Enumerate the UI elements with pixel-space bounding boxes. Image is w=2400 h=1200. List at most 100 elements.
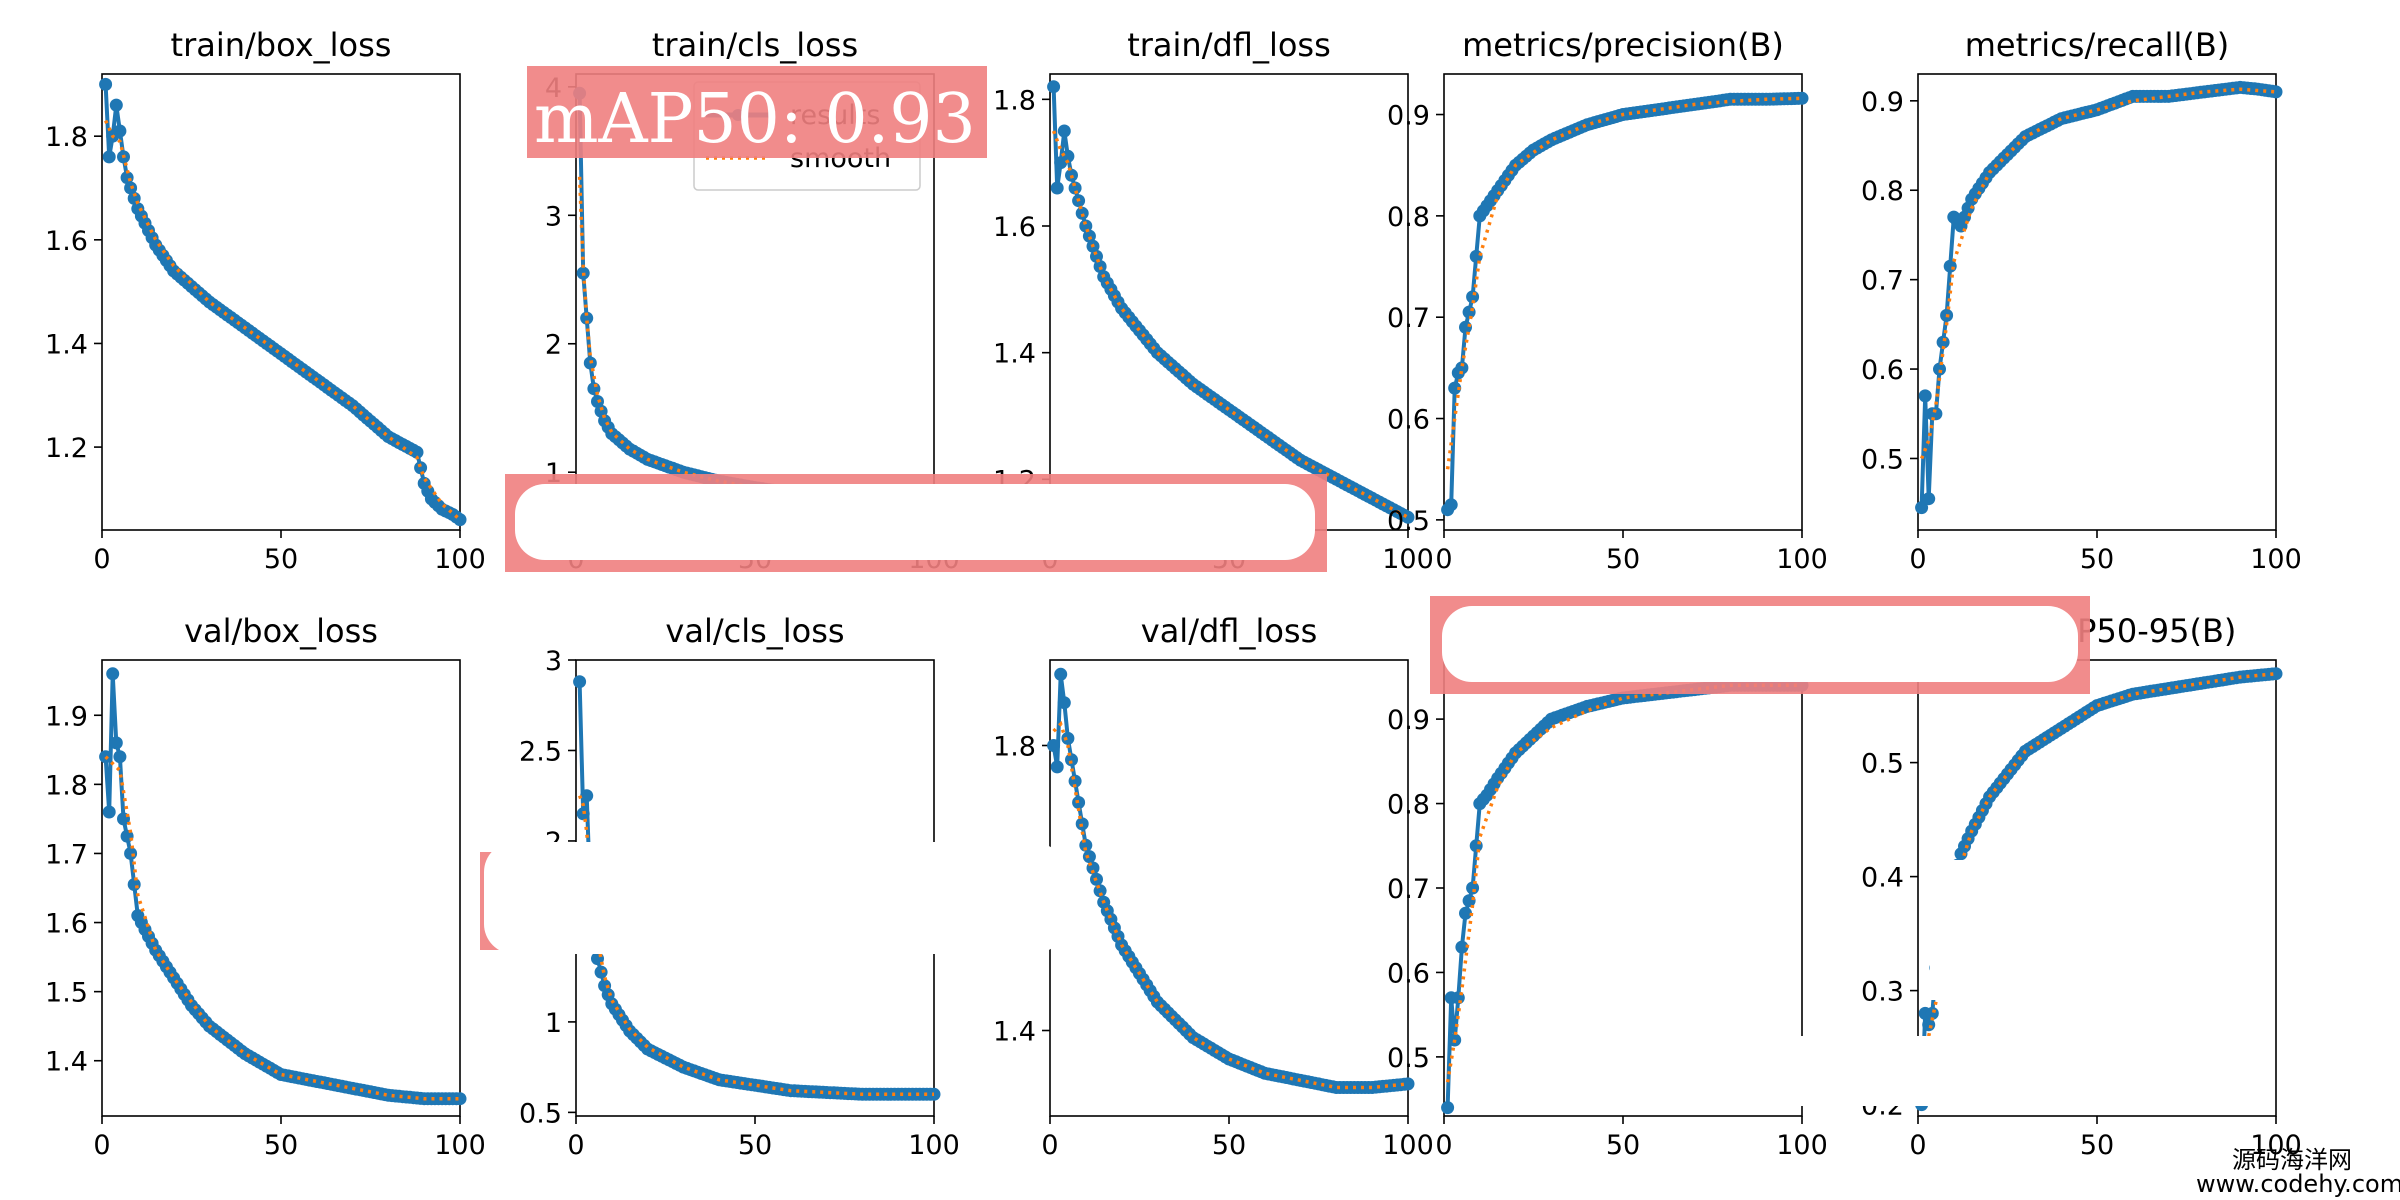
results-point — [923, 1087, 937, 1101]
y-tick-label: 0.5 — [1387, 1043, 1430, 1074]
results-point — [1111, 295, 1125, 309]
results-point — [594, 404, 608, 418]
watermark-line-2: www.codehy.com — [2196, 1170, 2400, 1198]
results-point — [1448, 381, 1462, 395]
results-point — [1079, 219, 1093, 233]
x-tick-label: 100 — [2250, 1130, 2302, 1161]
results-point — [407, 443, 420, 457]
x-tick-label: 0 — [1435, 1130, 1452, 1161]
x-tick-label: 50 — [264, 1130, 298, 1161]
results-point — [414, 461, 428, 475]
y-tick-label: 1.8 — [45, 770, 88, 801]
results-line — [103, 84, 462, 522]
results-point — [1929, 407, 1943, 421]
axes-frame — [1917, 73, 2277, 531]
panel-title: metrics/precision(B) — [1462, 26, 1784, 64]
results-point — [1397, 1077, 1411, 1091]
smooth-line — [104, 755, 460, 1101]
smooth-line — [1445, 683, 1802, 1083]
smooth-line — [577, 176, 935, 508]
chart-panel-5: metrics/recall(B) 0.5 0.6 0.7 0.8 0.9 0 50 100 — [1861, 26, 2302, 575]
y-tick-label: 1.4 — [45, 1047, 88, 1078]
panel-title: train/cls_loss — [652, 26, 858, 64]
y-tick-label: 1.2 — [45, 433, 88, 464]
results-point — [1462, 305, 1476, 319]
y-tick-label: 1.7 — [45, 839, 88, 870]
chart-panel-6: val/box_loss 1.4 1.5 1.6 1.7 1.8 1.9 0 50 100 — [45, 612, 486, 1161]
y-tick-label: 1.6 — [993, 212, 1036, 243]
axes-frame — [101, 659, 461, 1117]
overlays: mAP50: 0.93 — [480, 66, 2150, 1106]
x-tick-label: 0 — [1909, 544, 1926, 575]
panel-title: val/dfl_loss — [1141, 612, 1318, 650]
x-tick-label: 50 — [1212, 1130, 1246, 1161]
results-point — [1054, 667, 1068, 681]
y-tick-label: 0.7 — [1387, 303, 1430, 334]
x-tick-label: 50 — [1606, 1130, 1640, 1161]
results-point — [124, 847, 138, 860]
y-tick-label: 0.5 — [1387, 506, 1430, 537]
results-point — [1061, 731, 1075, 745]
results-point — [102, 150, 116, 164]
results-point — [601, 988, 615, 1002]
panel-title: val/box_loss — [184, 612, 378, 650]
results-point — [1487, 189, 1501, 203]
chart-panel-4: metrics/precision(B) 0.5 0.6 0.7 0.8 0.9 0 50 10… — [1387, 26, 1828, 575]
x-tick-label: 50 — [2080, 544, 2114, 575]
y-tick-label: 1.8 — [993, 732, 1036, 763]
results-point — [1090, 249, 1103, 263]
y-tick-label: 1.9 — [45, 701, 88, 732]
panel-title: train/box_loss — [171, 26, 392, 64]
results-point — [573, 675, 587, 689]
y-tick-label: 2.5 — [519, 736, 562, 767]
results-point — [1997, 772, 2011, 786]
results-point — [113, 750, 127, 764]
y-tick-label: 0.6 — [1861, 355, 1904, 386]
results-point — [127, 878, 141, 891]
results-point — [109, 736, 123, 750]
results-point — [1057, 696, 1071, 710]
map50-overlay-box — [527, 66, 987, 158]
results-point — [102, 805, 116, 819]
x-tick-label: 100 — [908, 1130, 960, 1161]
x-tick-label: 100 — [434, 1130, 486, 1161]
results-point — [1057, 124, 1071, 138]
y-tick-label: 0.7 — [1387, 874, 1430, 905]
y-tick-label: 3 — [545, 646, 562, 677]
smooth-line — [104, 119, 462, 521]
results-line — [1445, 96, 1803, 511]
y-tick-label: 0.8 — [1387, 202, 1430, 233]
results-point — [1487, 777, 1501, 791]
redaction-mask-1 — [515, 484, 1315, 560]
results-point — [181, 993, 195, 1007]
x-tick-label: 50 — [1606, 544, 1640, 575]
y-tick-label: 0.8 — [1387, 790, 1430, 821]
redaction-mask-3 — [484, 842, 1064, 954]
panel-title: val/cls_loss — [665, 612, 844, 650]
x-tick-label: 0 — [567, 1130, 584, 1161]
y-tick-label: 1.6 — [45, 226, 88, 257]
results-point — [1047, 80, 1061, 94]
results-point — [1065, 168, 1078, 182]
panel-title: train/dfl_loss — [1127, 26, 1331, 64]
results-point — [1082, 850, 1096, 864]
results-point — [163, 965, 177, 979]
results-point — [1068, 181, 1082, 195]
x-tick-label: 0 — [93, 1130, 110, 1161]
y-tick-label: 0.3 — [1861, 977, 1904, 1008]
results-point — [1075, 206, 1089, 220]
smooth-line — [577, 795, 934, 1097]
results-point — [1093, 260, 1107, 273]
x-tick-label: 0 — [1041, 1130, 1058, 1161]
results-point — [580, 311, 594, 325]
smooth-line — [1051, 130, 1409, 519]
results-point — [1061, 149, 1075, 163]
results-line — [103, 671, 460, 1101]
results-point — [106, 667, 120, 681]
results-point — [1459, 906, 1472, 920]
x-tick-label: 100 — [1776, 1130, 1828, 1161]
x-tick-label: 0 — [1909, 1130, 1926, 1161]
y-tick-label: 0.8 — [1861, 176, 1904, 207]
x-tick-label: 100 — [1776, 544, 1828, 575]
